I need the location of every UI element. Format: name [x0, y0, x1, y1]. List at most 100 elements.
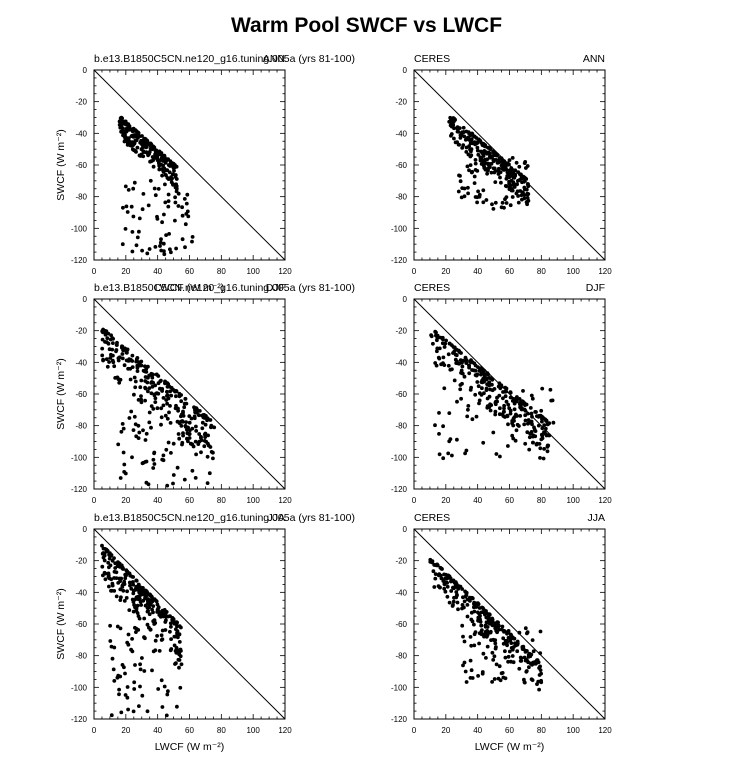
data-point: [155, 158, 160, 163]
data-point: [128, 583, 132, 588]
data-point: [169, 624, 173, 629]
y-tick-label: -60: [395, 390, 407, 399]
data-point: [162, 249, 166, 254]
x-tick-label: 120: [598, 496, 612, 505]
data-point: [480, 670, 485, 674]
data-point: [500, 160, 504, 164]
data-point: [126, 188, 131, 192]
y-tick-label: -80: [395, 193, 407, 202]
data-point: [129, 204, 134, 209]
x-tick-label: 40: [473, 267, 482, 276]
data-point: [502, 629, 507, 633]
data-point: [538, 446, 543, 451]
data-point: [155, 634, 160, 638]
data-point: [152, 186, 157, 191]
data-point: [504, 399, 509, 404]
data-point: [433, 576, 438, 581]
data-point: [513, 438, 518, 443]
data-point: [165, 384, 170, 389]
data-point: [162, 252, 167, 257]
y-tick-label: -60: [75, 161, 87, 170]
data-point: [139, 400, 144, 405]
x-tick-label: 60: [505, 726, 514, 735]
data-point: [137, 216, 142, 221]
data-point: [530, 414, 534, 419]
data-point: [435, 563, 440, 568]
data-point: [524, 669, 529, 673]
data-point: [461, 663, 465, 668]
data-point: [100, 353, 105, 358]
data-point: [174, 634, 178, 639]
data-point: [114, 594, 119, 599]
data-point: [137, 229, 141, 234]
data-point: [140, 207, 145, 212]
data-point: [510, 647, 515, 652]
data-point: [187, 420, 192, 425]
data-point: [476, 365, 480, 369]
data-point: [539, 671, 543, 676]
data-point: [126, 632, 131, 637]
data-point: [121, 450, 126, 455]
data-point: [514, 160, 519, 165]
data-point: [473, 161, 478, 166]
data-point: [524, 187, 529, 192]
y-tick-label: 0: [403, 295, 408, 304]
data-point: [477, 631, 482, 636]
data-point: [490, 616, 495, 621]
data-point: [441, 355, 446, 360]
data-point: [488, 629, 493, 634]
data-point: [490, 650, 495, 655]
data-point: [458, 383, 463, 387]
data-point: [177, 624, 182, 629]
data-point: [141, 598, 146, 603]
data-point: [151, 372, 156, 377]
data-point: [504, 639, 509, 643]
data-point: [512, 419, 516, 423]
data-point: [493, 646, 498, 651]
data-point: [174, 403, 178, 408]
data-point: [468, 388, 473, 392]
data-point: [525, 202, 529, 207]
y-tick-label: -20: [395, 557, 407, 566]
data-point: [206, 433, 211, 438]
data-point: [122, 462, 127, 467]
data-point: [548, 387, 553, 392]
data-point: [205, 481, 210, 485]
y-tick-label: -80: [75, 193, 87, 202]
data-point: [117, 380, 122, 385]
data-point: [182, 197, 187, 201]
data-point: [169, 637, 174, 641]
data-point: [481, 158, 486, 163]
data-point: [461, 634, 465, 639]
data-point: [437, 432, 441, 436]
x-tick-label: 120: [598, 726, 612, 735]
data-point: [503, 655, 508, 660]
data-point: [125, 347, 130, 352]
data-point: [462, 639, 467, 644]
y-tick-label: -100: [71, 453, 88, 462]
data-point: [174, 246, 179, 251]
data-point: [146, 482, 151, 487]
data-point: [152, 462, 157, 466]
data-point: [518, 659, 523, 663]
data-point: [143, 398, 148, 403]
data-point: [474, 414, 479, 419]
data-point: [478, 391, 482, 395]
y-tick-label: -120: [391, 485, 408, 494]
data-point: [160, 614, 165, 618]
x-tick-label: 20: [121, 267, 130, 276]
data-point: [121, 426, 126, 431]
data-point: [523, 413, 528, 418]
data-point: [197, 432, 202, 436]
data-point: [123, 184, 128, 189]
data-point: [179, 424, 184, 428]
data-point: [153, 245, 158, 249]
data-point: [133, 663, 137, 667]
panel-left-label: b.e13.B1850C5CN.ne120_g16.tuning.005a (y…: [94, 512, 355, 524]
data-point: [109, 713, 114, 718]
data-point: [504, 166, 508, 171]
data-point: [155, 607, 160, 612]
data-point: [195, 410, 199, 415]
x-tick-label: 120: [278, 726, 292, 735]
